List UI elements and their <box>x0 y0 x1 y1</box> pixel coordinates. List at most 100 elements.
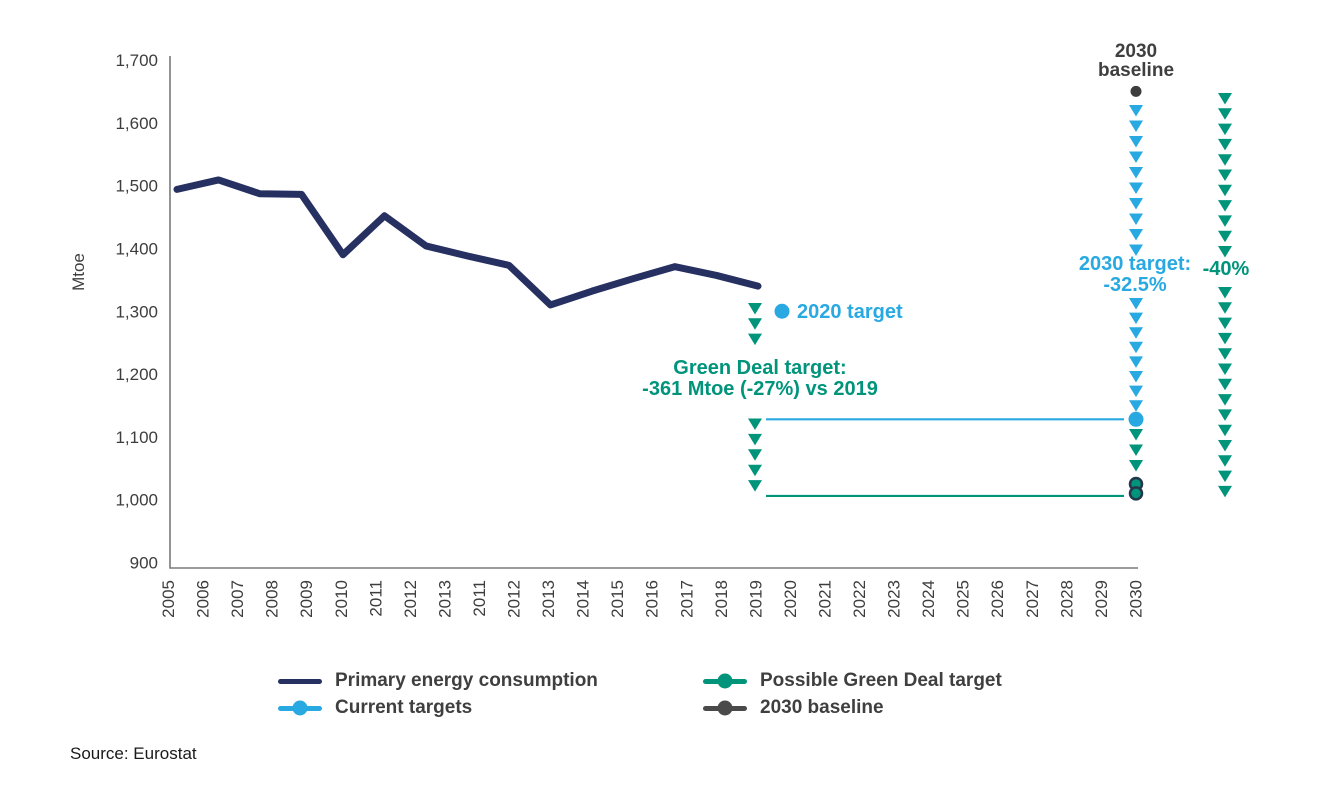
legend-line-swatch <box>278 678 322 684</box>
x-tick-label: 2022 <box>850 580 869 618</box>
x-tick-label: 2012 <box>505 580 524 618</box>
axis-lines <box>169 56 1138 569</box>
down-arrow-icon <box>1218 394 1232 406</box>
down-arrow-icon <box>1218 215 1232 227</box>
down-arrow-icon <box>1218 93 1232 105</box>
y-tick-label: 1,400 <box>115 239 158 258</box>
down-arrow-icon <box>1129 356 1143 368</box>
x-tick-label: 2027 <box>1023 580 1042 618</box>
y-tick-label: 900 <box>130 554 158 573</box>
x-tick-label: 2026 <box>988 580 1007 618</box>
down-arrow-icon <box>1218 424 1232 437</box>
x-tick-label: 2013 <box>539 580 558 618</box>
legend-item-current-targets: Current targets <box>278 695 472 721</box>
down-arrow-icon <box>1129 327 1143 339</box>
legend-dot-icon <box>717 673 733 689</box>
y-tick-label: 1,600 <box>115 114 158 133</box>
down-arrow-icon <box>1129 244 1143 256</box>
down-arrow-icon <box>1218 302 1232 314</box>
energy-consumption-chart: 900 1,000 1,100 1,200 1,300 1,400 1,500 1,600 1,… <box>69 41 1250 618</box>
legend-label: Primary energy consumption <box>335 670 598 691</box>
annotation-minus-40: -40% <box>1203 258 1250 280</box>
down-arrow-icon <box>1218 440 1232 452</box>
down-arrow-icon <box>1129 312 1143 325</box>
annotation-2030-target-line2: -32.5% <box>1103 274 1167 296</box>
down-arrow-icon <box>1218 230 1232 243</box>
annotation-green-deal-line1: Green Deal target: <box>673 357 846 379</box>
y-tick-label: 1,500 <box>115 177 158 196</box>
down-arrow-icon <box>1129 298 1143 310</box>
x-tick-label: 2029 <box>1092 580 1111 618</box>
y-tick-label: 1,300 <box>115 302 158 321</box>
x-tick-label: 2018 <box>712 580 731 618</box>
x-tick-label: 2014 <box>574 580 593 618</box>
down-arrow-icon <box>1129 444 1143 456</box>
x-tick-label: 2024 <box>919 580 938 618</box>
x-tick-label: 2013 <box>435 580 454 618</box>
y-tick-label: 1,000 <box>115 491 158 510</box>
legend-line-swatch <box>703 673 747 689</box>
down-arrow-icon <box>1129 182 1143 194</box>
down-arrow-icon <box>1129 429 1143 441</box>
down-arrow-icon <box>1218 123 1232 136</box>
down-arrow-icon <box>1218 378 1232 391</box>
y-tick-label: 1,700 <box>115 51 158 70</box>
down-arrow-icon <box>1218 154 1232 166</box>
target-2020-dot <box>774 303 790 319</box>
down-arrow-icon <box>1129 400 1143 412</box>
down-arrow-icon <box>1129 213 1143 225</box>
annotation-2030-baseline-line1: 2030 <box>1115 41 1157 62</box>
x-tick-label: 2012 <box>401 580 420 618</box>
down-arrow-icon <box>1129 105 1143 117</box>
annotation-green-deal-line2: -361 Mtoe (-27%) vs 2019 <box>642 378 878 400</box>
down-arrow-icon <box>748 480 762 492</box>
down-arrow-icon <box>1129 151 1143 163</box>
y-tick-label: 1,100 <box>115 428 158 447</box>
down-arrow-icon <box>1218 363 1232 375</box>
x-tick-label: 2010 <box>332 580 351 618</box>
baseline-2030-dot <box>1130 85 1142 97</box>
x-tick-label: 2023 <box>885 580 904 618</box>
legend-line-swatch <box>278 700 322 716</box>
primary-energy-line <box>173 176 762 309</box>
x-tick-label: 2006 <box>194 580 213 618</box>
down-arrow-icon <box>1218 485 1232 498</box>
down-arrow-icon <box>1129 198 1143 210</box>
x-tick-label: 2005 <box>159 580 178 618</box>
down-arrow-icon <box>1218 455 1232 467</box>
down-arrow-icon <box>1129 136 1143 148</box>
x-tick-label: 2025 <box>954 580 973 618</box>
x-tick-label: 2011 <box>366 580 385 617</box>
down-arrow-icon <box>1218 138 1232 151</box>
down-arrow-icon <box>1129 385 1143 398</box>
x-tick-label: 2007 <box>228 580 247 618</box>
annotation-2030-target-line1: 2030 target: <box>1079 253 1191 275</box>
down-arrow-icon <box>748 303 762 315</box>
y-tick-label: 1,200 <box>115 365 158 384</box>
down-arrow-icon <box>748 464 762 477</box>
x-tick-label: 2016 <box>643 580 662 618</box>
legend-label: Current targets <box>335 697 473 718</box>
legend-item-possible-green-deal-target: Possible Green Deal target <box>703 668 1002 694</box>
down-arrow-icon <box>1218 409 1232 421</box>
down-arrow-icon <box>1218 332 1232 345</box>
down-arrow-icon <box>1129 341 1143 354</box>
down-arrow-icon <box>1129 371 1143 383</box>
down-arrow-icon <box>748 318 762 330</box>
down-arrow-icon <box>1129 229 1143 241</box>
x-tick-label: 2021 <box>815 580 834 618</box>
legend-line-swatch <box>703 700 747 716</box>
x-tick-label: 2011 <box>470 580 489 617</box>
y-axis-title: Mtoe <box>69 253 88 291</box>
down-arrow-icon <box>1218 184 1232 197</box>
x-tick-label: 2015 <box>608 580 627 618</box>
x-tick-label: 2009 <box>297 580 316 618</box>
x-tick-label: 2028 <box>1057 580 1076 618</box>
down-arrow-icon <box>1129 167 1143 179</box>
down-arrow-icon <box>1218 169 1232 181</box>
annotation-2030-baseline-line2: baseline <box>1098 60 1174 81</box>
down-arrow-icon <box>1218 287 1232 299</box>
x-tick-label: 2030 <box>1126 580 1145 618</box>
legend-label: 2030 baseline <box>760 697 884 718</box>
